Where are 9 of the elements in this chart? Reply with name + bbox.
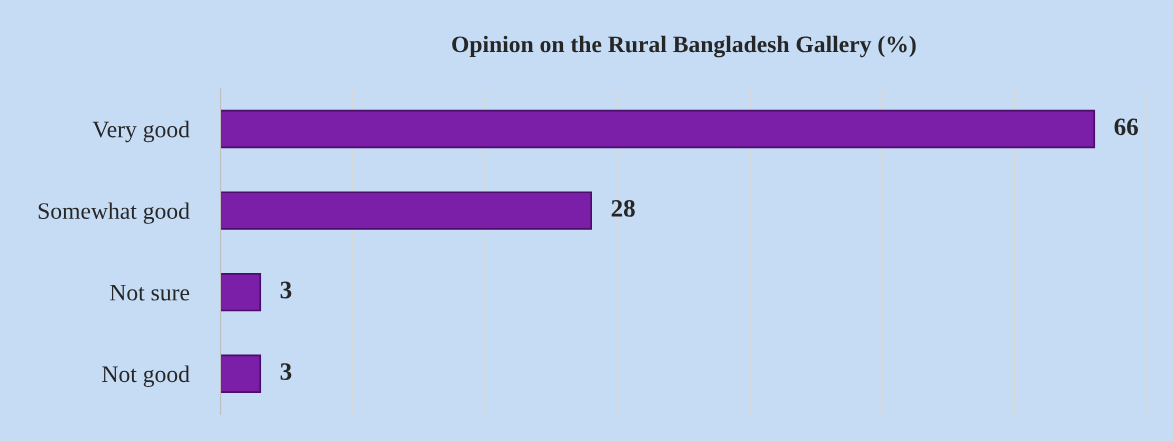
data-label: 3 [280,363,292,381]
y-tick-label: Not good [102,365,190,388]
data-label: 66 [1114,118,1138,136]
chart-title: Opinion on the Rural Bangladesh Gallery (%) [452,35,916,58]
data-label: 28 [611,199,635,217]
y-tick-label: Somewhat good [38,202,190,224]
y-tick-label: Not sure [109,284,190,301]
y-tick-label: Very good [92,120,190,143]
data-label: 3 [280,281,292,299]
